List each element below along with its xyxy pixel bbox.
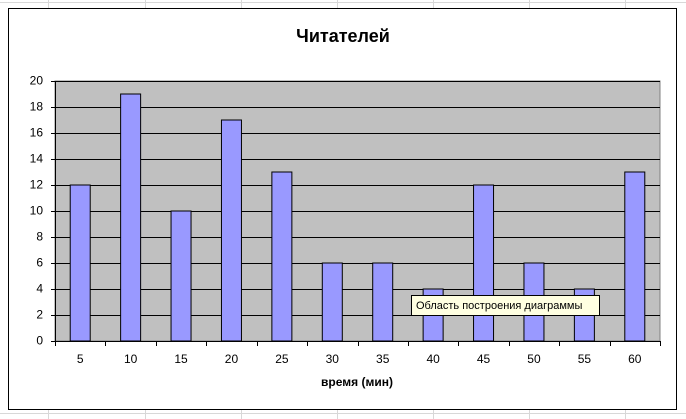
y-tick-label: 6 [36,256,43,270]
x-tick-label: 15 [174,352,188,366]
y-tick-label: 12 [30,178,44,192]
x-tick-label: 30 [326,352,340,366]
bar [69,184,91,342]
bar [271,171,293,342]
x-tick-label: 45 [477,352,491,366]
bar [624,171,646,342]
y-tick-label: 10 [30,204,44,218]
tooltip-text: Область построения диаграммы [416,300,582,312]
bar [372,262,394,342]
bar [220,119,242,342]
y-tick-label: 18 [30,100,44,114]
x-tick-label: 25 [275,352,289,366]
x-tick-label: 5 [77,352,84,366]
bar [473,184,495,342]
bar [321,262,343,342]
x-tick-label: 55 [578,352,592,366]
x-tick-label: 40 [426,352,440,366]
bar [120,93,142,342]
x-tick-label: 50 [527,352,541,366]
bar [170,210,192,342]
x-axis-label: время (мин) [321,375,393,389]
x-tick-label: 60 [628,352,642,366]
y-tick-label: 16 [30,126,44,140]
y-tick-label: 14 [30,152,44,166]
tooltip-box [411,295,600,316]
y-tick-label: 4 [36,282,43,296]
y-tick-label: 8 [36,230,43,244]
x-tick-label: 35 [376,352,390,366]
y-tick-label: 2 [36,308,43,322]
chart-title: Читателей [296,26,390,46]
y-tick-label: 20 [30,74,44,88]
x-tick-label: 20 [225,352,239,366]
y-tick-label: 0 [36,334,43,348]
tooltip: Область построения диаграммы [411,295,600,316]
x-tick-label: 10 [124,352,138,366]
